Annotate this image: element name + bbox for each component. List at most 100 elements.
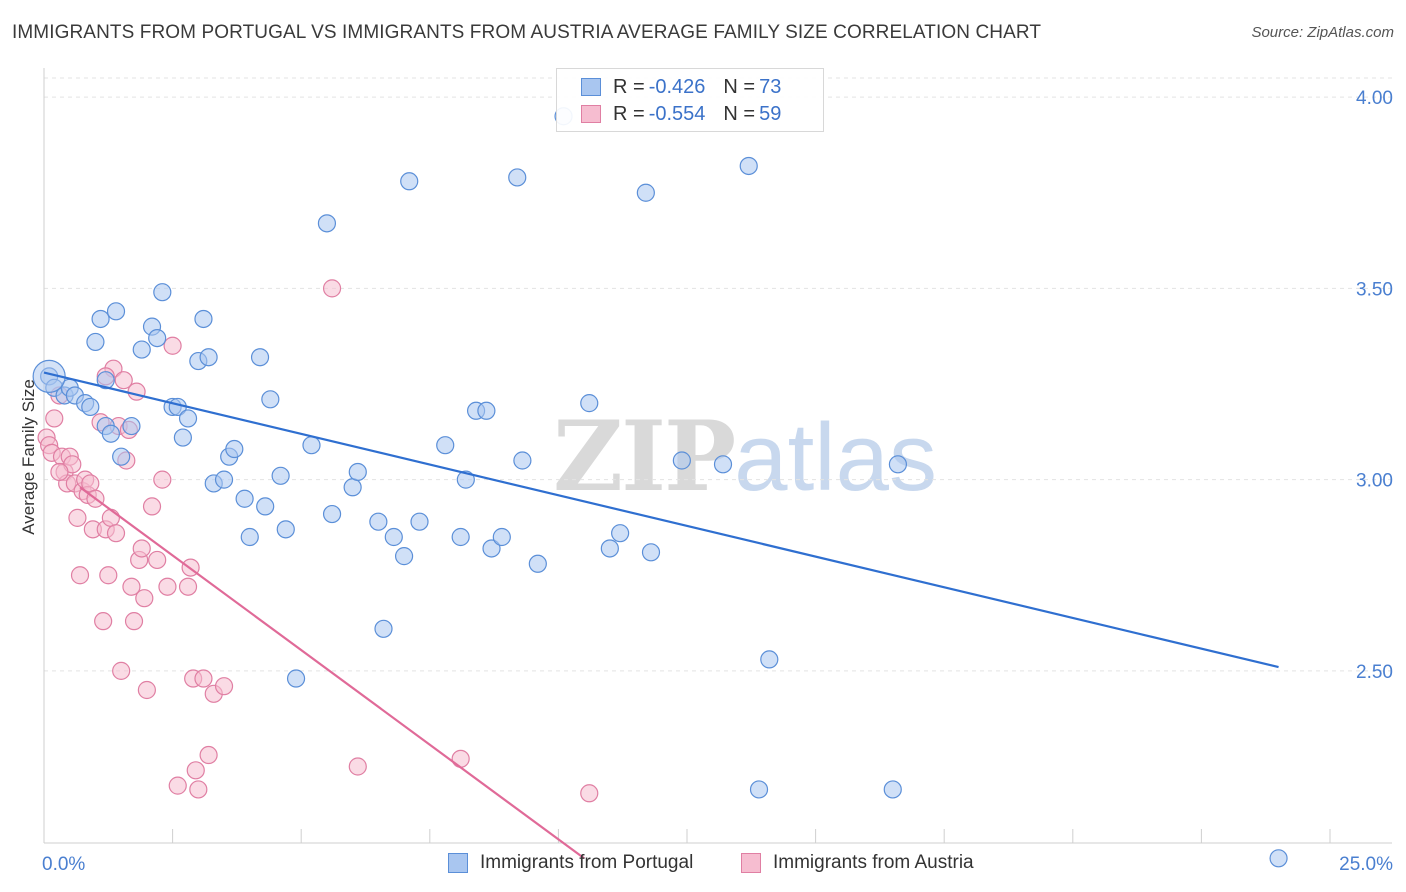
portugal-point [508,168,527,187]
austria-point [199,745,218,765]
r-label: R = [613,75,645,98]
austria-point [214,677,234,696]
austria-point [132,539,151,558]
portugal-point [374,619,393,638]
portugal-point [888,455,908,474]
portugal-point [672,451,691,470]
austria-point [106,524,126,543]
portugal-point [148,329,167,348]
portugal-point [611,524,630,543]
portugal-point [883,780,902,799]
portugal-point [235,489,254,508]
x-tick-label: 0.0% [42,854,85,875]
austria-point [124,612,144,631]
austria-point [45,409,64,428]
grid-lines [44,77,1392,672]
portugal-point [348,462,367,482]
portugal-point [91,309,110,329]
trend-lines [43,371,1279,860]
austria-point [114,371,133,390]
portugal-point [153,283,172,302]
portugal-point [250,348,270,367]
portugal-point [436,436,455,455]
chart-title: IMMIGRANTS FROM PORTUGAL VS IMMIGRANTS F… [12,22,1042,43]
austria-legend-label: Immigrants from Austria [773,852,974,873]
portugal-point [132,340,151,359]
portugal-point [384,527,403,547]
legend-item-portugal: Immigrants from Portugal [448,852,693,874]
y-tick-label: 3.00 [1356,471,1393,492]
r-label: R = [613,102,645,125]
portugal-point [477,401,496,420]
portugal-point [276,520,295,539]
portugal-point [760,650,779,669]
portugal-point [96,371,115,390]
legend-row-austria: R = -0.554 N = 59 [581,102,781,126]
austria-point [70,566,90,585]
portugal-point [302,436,321,455]
portugal-point [580,394,599,413]
austria-point [186,761,205,780]
portugal-point [410,512,429,531]
portugal-point [400,172,419,191]
portugal-point [112,447,131,466]
portugal-point [739,156,758,176]
austria-swatch [581,105,601,123]
portugal-point [641,543,661,562]
portugal-point [713,455,733,474]
portugal-point [600,539,619,558]
portugal-point [214,470,234,489]
portugal-point [178,409,198,428]
n-value: 59 [759,102,782,125]
austria-point [135,589,154,608]
portugal-trend-line [43,371,1279,669]
portugal-point [394,547,414,566]
tick-labels: 2.50 3.00 3.50 4.00 0.0% 25.0% [42,88,1393,875]
portugal-point [86,332,105,352]
austria-point [112,661,131,680]
portugal-point [286,669,306,688]
portugal-point [225,439,244,459]
legend-item-austria: Immigrants from Austria [741,852,974,874]
x-tick-label: 25.0% [1339,854,1393,875]
austria-point [178,577,198,596]
stats-legend: R = -0.426 N = 73 R = -0.554 N = 59 [556,68,824,132]
portugal-point-large [32,359,66,393]
portugal-point [106,302,126,321]
austria-point [168,776,187,795]
austria-point [153,470,172,489]
portugal-point [240,527,259,547]
portugal-point [482,539,501,558]
austria-point [348,757,367,776]
y-tick-label: 2.50 [1356,662,1393,683]
portugal-point [456,470,475,489]
austria-point [137,680,156,700]
portugal-point [317,214,337,233]
austria-point [50,462,69,482]
austria-point [148,550,167,570]
portugal-point [271,466,290,485]
r-value: -0.426 [648,75,706,98]
n-value: 73 [759,75,782,98]
austria-point [189,780,208,799]
austria-point [99,566,118,585]
portugal-point [492,527,511,547]
y-tick-label: 4.00 [1356,88,1393,109]
austria-point [322,279,342,298]
portugal-legend-label: Immigrants from Portugal [480,852,694,873]
austria-legend-swatch [741,853,761,873]
austria-point [451,749,470,768]
portugal-point [343,478,362,497]
n-label: N = [723,75,756,98]
austria-point [68,508,87,527]
portugal-point [1269,849,1288,868]
r-value: -0.554 [648,102,706,125]
portugal-legend-swatch [448,853,468,873]
portugal-point [322,504,342,524]
portugal-point [261,390,280,409]
austria-point [580,784,599,803]
portugal-point [451,527,470,547]
austria-point [158,577,177,596]
austria-point [101,508,120,527]
